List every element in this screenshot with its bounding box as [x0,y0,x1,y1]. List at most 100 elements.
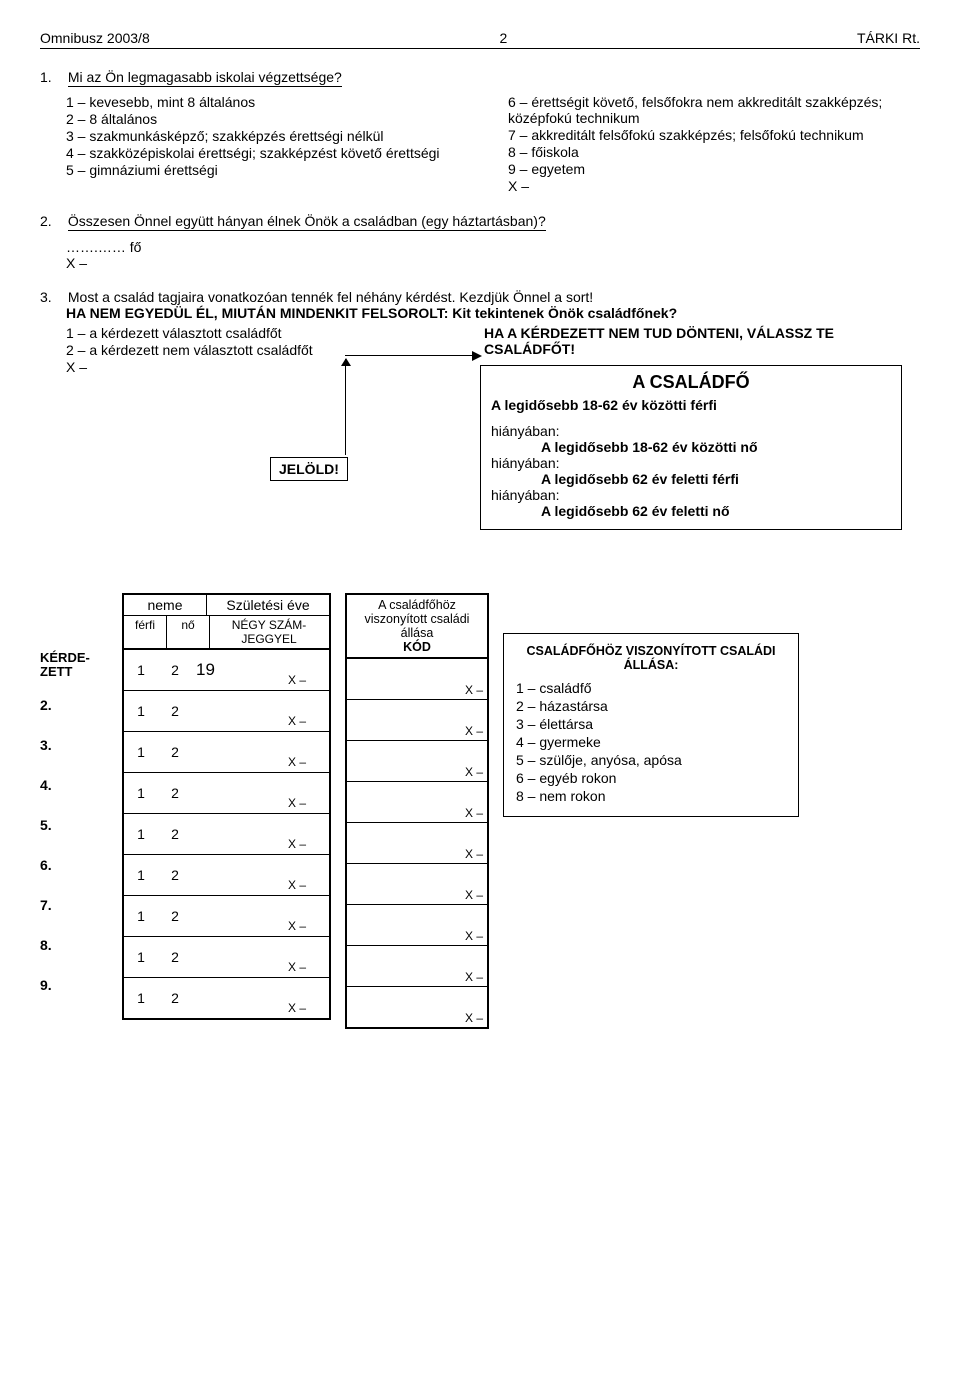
kod-x: X – [465,683,483,697]
csaladfo-title: A CSALÁDFŐ [491,372,891,393]
row-label: 9. [40,965,108,1005]
csaladfo-line: A legidősebb 18-62 év közötti nő [541,439,891,455]
kod-row: X – [347,741,487,782]
q1-opt: 7 – akkreditált felsőfokú szakképzés; fe… [508,127,920,143]
legend-item: 5 – szülője, anyósa, apósa [516,752,786,768]
row-label: 2. [40,685,108,725]
row-label: 5. [40,805,108,845]
neme-szuletes-box: neme Születési éve férfi nő NÉGY SZÁM-JE… [122,593,331,1020]
kod-x: X – [465,765,483,779]
header-right: TÁRKI Rt. [857,30,920,46]
row-label: 7. [40,885,108,925]
q2-x: X – [66,255,920,271]
table-row: 12X – [124,896,329,937]
cell-x: X – [276,878,309,895]
cell-ferfi: 1 [124,867,158,883]
row-label: 3. [40,725,108,765]
cell-ferfi: 1 [124,703,158,719]
q1-text: Mi az Ön legmagasabb iskolai végzettsége… [68,69,342,87]
q3-number: 3. [40,289,64,305]
legend-item: 2 – házastársa [516,698,786,714]
question-3: 3. Most a család tagjaira vonatkozóan te… [40,289,920,575]
cell-year: 19 [192,660,276,680]
cell-ferfi: 1 [124,949,158,965]
legend-box: CSALÁDFŐHÖZ VISZONYÍTOTT CSALÁDI ÁLLÁSA:… [503,633,799,817]
cell-ferfi: 1 [124,662,158,678]
kod-x: X – [465,888,483,902]
kod-row: X – [347,946,487,987]
arrow-up-head-icon [341,355,351,371]
szul-header: Születési éve [207,595,329,615]
q1-opt: 5 – gimnáziumi érettségi [66,162,478,178]
kod-row: X – [347,700,487,741]
page-header: Omnibusz 2003/8 2 TÁRKI Rt. [40,30,920,49]
table-row: 1219X – [124,650,329,691]
kod-x: X – [465,929,483,943]
csaladfo-line: A legidősebb 62 év feletti nő [541,503,891,519]
kod-x: X – [465,1011,483,1025]
table-row: 12X – [124,814,329,855]
jelold-box: JELÖLD! [270,457,348,481]
legend-item: 3 – élettársa [516,716,786,732]
family-table: KÉRDE-ZETT2.3.4.5.6.7.8.9. neme Születés… [40,593,920,1029]
cell-no: 2 [158,703,192,719]
cell-no: 2 [158,662,192,678]
kod-x: X – [465,970,483,984]
q3-text2: HA NEM EGYEDÜL ÉL, MIUTÁN MINDENKIT FELS… [66,305,677,321]
legend-item: 1 – családfő [516,680,786,696]
row-label: 6. [40,845,108,885]
csaladfo-hian: hiányában: [491,455,891,471]
cell-no: 2 [158,949,192,965]
row-label: 4. [40,765,108,805]
table-row: 12X – [124,691,329,732]
csaladfo-box: A CSALÁDFŐ A legidősebb 18-62 év közötti… [480,365,902,530]
table-row: 12 X – [124,732,329,773]
cell-x: X – [276,837,309,854]
cell-no: 2 [158,990,192,1006]
q3-text1: Most a család tagjaira vonatkozóan tenné… [68,289,593,305]
header-left: Omnibusz 2003/8 [40,30,150,46]
q1-opt: X – [508,178,920,194]
q3-box-top: HA A KÉRDEZETT NEM TUD DÖNTENI, VÁLASSZ … [484,325,884,357]
q1-opt: 2 – 8 általános [66,111,478,127]
negy-header: NÉGY SZÁM-JEGGYEL [210,616,328,648]
ferfi-header: férfi [124,616,167,648]
q2-text: Összesen Önnel együtt hányan élnek Önök … [68,213,546,231]
kod-row: X – [347,782,487,823]
cell-x: X – [276,1001,309,1018]
csaladfo-hian: hiányában: [491,487,891,503]
table-row: 12 X – [124,978,329,1018]
q1-options-right: 6 – érettségit követő, felsőfokra nem ak… [508,93,920,195]
question-2: 2. Összesen Önnel együtt hányan élnek Ön… [40,213,920,271]
cell-ferfi: 1 [124,990,158,1006]
cell-x: X – [276,960,309,977]
legend-title: CSALÁDFŐHÖZ VISZONYÍTOTT CSALÁDI ÁLLÁSA: [516,644,786,672]
table-row: 12X – [124,855,329,896]
legend-item: 4 – gyermeke [516,734,786,750]
q1-opt: 1 – kevesebb, mint 8 általános [66,94,478,110]
cell-x: X – [276,919,309,936]
csaladfo-line: A legidősebb 18-62 év közötti férfi [491,397,891,413]
kod-x: X – [465,724,483,738]
kod-box: A családfőhöz viszonyított családi állás… [345,593,489,1029]
kod-row: X – [347,823,487,864]
cell-x: X – [276,755,309,772]
cell-no: 2 [158,744,192,760]
cell-ferfi: 1 [124,744,158,760]
cell-ferfi: 1 [124,785,158,801]
kod-x: X – [465,806,483,820]
cell-no: 2 [158,785,192,801]
kod-row: X – [347,864,487,905]
legend-item: 6 – egyéb rokon [516,770,786,786]
q1-options-left: 1 – kevesebb, mint 8 általános 2 – 8 ált… [66,93,478,195]
row-label: KÉRDE-ZETT [40,645,108,685]
arrow-vertical-line [345,359,346,455]
cell-ferfi: 1 [124,908,158,924]
q1-opt: 6 – érettségit követő, felsőfokra nem ak… [508,94,920,126]
q1-number: 1. [40,69,64,85]
cell-x: X – [276,796,309,813]
kod-row: X – [347,987,487,1027]
neme-header: neme [124,595,207,615]
q2-number: 2. [40,213,64,229]
q1-opt: 4 – szakközépiskolai érettségi; szakképz… [66,145,478,161]
